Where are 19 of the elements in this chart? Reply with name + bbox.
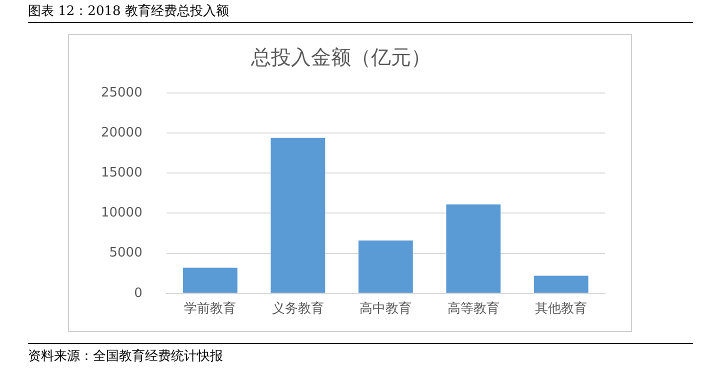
bar [446, 204, 501, 293]
bar [534, 276, 588, 293]
text: 资料来源：全国教育经费统计快报 [28, 348, 223, 365]
x-tick-label: 高等教育 [447, 300, 500, 317]
y-tick-label: 5000 [109, 246, 142, 261]
y-tick-label: 15000 [100, 166, 142, 181]
x-tick-label: 其他教育 [535, 300, 588, 317]
y-tick-label: 25000 [100, 85, 142, 100]
y-tick-label: 0 [134, 286, 142, 301]
bar [270, 138, 326, 293]
y-tick-label: 20000 [100, 125, 142, 140]
x-tick-label: 高中教育 [360, 300, 412, 317]
y-tick-label: 10000 [100, 206, 142, 221]
chart-title: 总投入金额（亿元） [250, 45, 431, 70]
x-tick-label: 义务教育 [272, 300, 324, 317]
bar [358, 240, 413, 293]
bar [183, 268, 238, 293]
text: 图表 12：2018 教育经费总投入额 [28, 2, 229, 20]
x-tick-label: 学前教育 [184, 300, 236, 317]
